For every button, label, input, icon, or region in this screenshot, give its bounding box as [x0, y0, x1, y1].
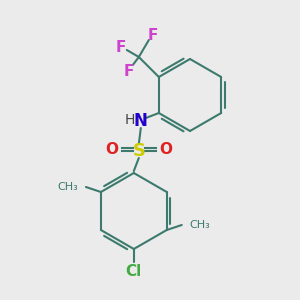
Text: Cl: Cl: [126, 265, 142, 280]
Text: F: F: [148, 28, 158, 43]
Text: F: F: [124, 64, 134, 79]
Text: O: O: [159, 142, 172, 158]
Text: H: H: [124, 113, 135, 127]
Text: O: O: [105, 142, 118, 158]
Text: N: N: [134, 112, 148, 130]
Text: S: S: [132, 142, 145, 160]
Text: F: F: [116, 40, 126, 55]
Text: CH₃: CH₃: [57, 182, 78, 192]
Text: CH₃: CH₃: [190, 220, 211, 230]
